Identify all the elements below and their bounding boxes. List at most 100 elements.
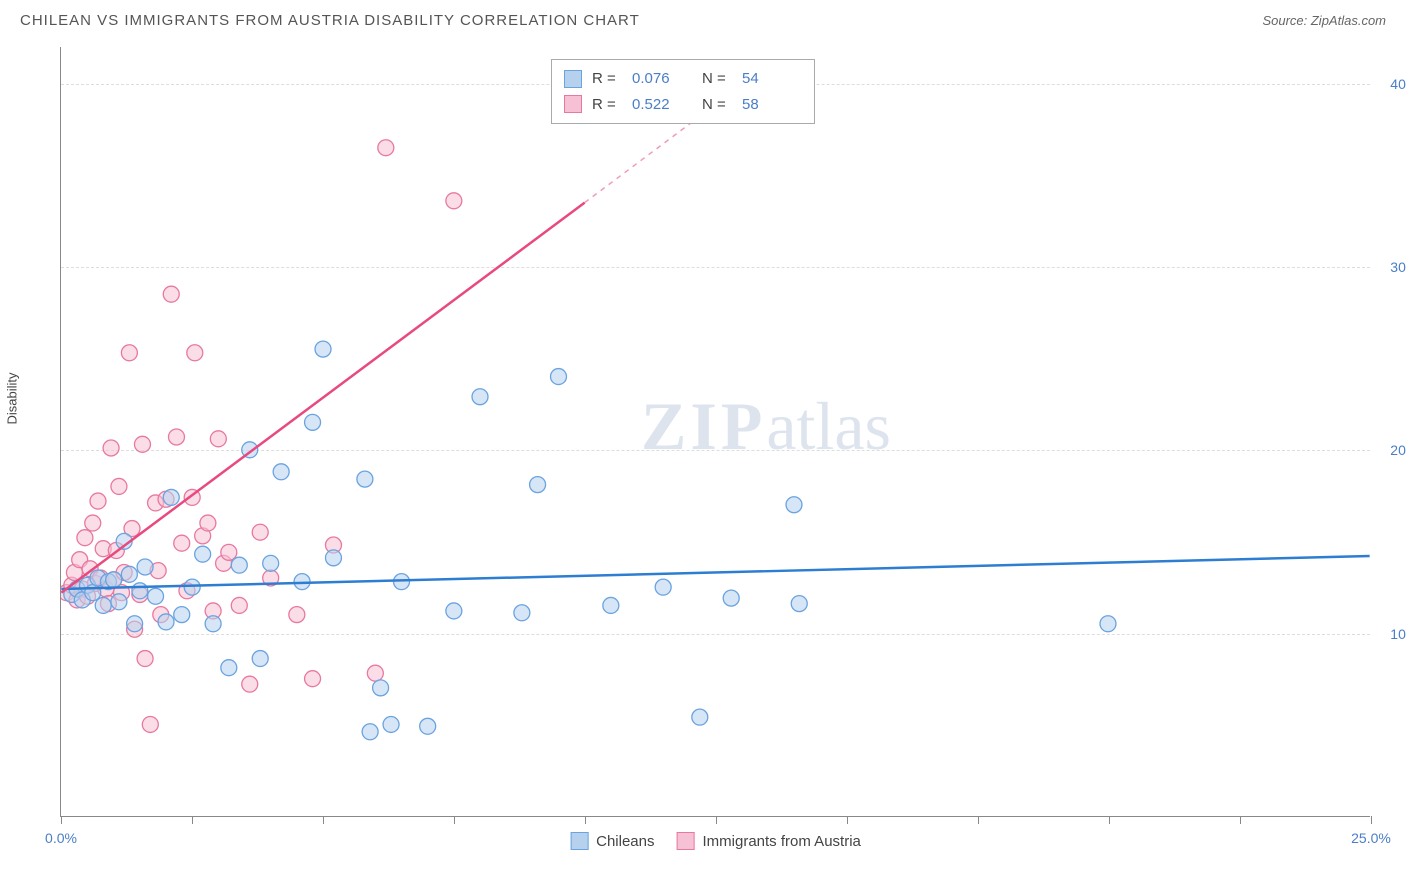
data-point [90,493,106,509]
x-tick [192,816,193,824]
data-point [446,603,462,619]
plot-svg [61,47,1370,816]
legend-item-chileans: Chileans [570,832,654,850]
legend-label: Chileans [596,833,654,850]
data-point [383,716,399,732]
x-tick [847,816,848,824]
legend-item-austria: Immigrants from Austria [677,832,861,850]
data-point [325,550,341,566]
swatch-chileans-icon [570,832,588,850]
data-point [111,478,127,494]
chart-container: Disability 10.0%20.0%30.0%40.0% 0.0%25.0… [18,37,1388,867]
x-tick [585,816,586,824]
data-point [655,579,671,595]
data-point [472,389,488,405]
data-point [514,605,530,621]
data-point [158,614,174,630]
data-point [195,546,211,562]
plot-area: 10.0%20.0%30.0%40.0% 0.0%25.0% ZIPatlas … [60,47,1370,817]
stats-row-chileans: R = 0.076 N = 54 [564,66,802,92]
data-point [273,464,289,480]
data-point [231,557,247,573]
x-tick-label: 25.0% [1351,830,1391,846]
x-tick [1371,816,1372,824]
x-tick [1240,816,1241,824]
data-point [205,616,221,632]
x-tick [323,816,324,824]
x-tick [61,816,62,824]
data-point [132,583,148,599]
x-tick-label: 0.0% [45,830,77,846]
x-tick [454,816,455,824]
data-point [723,590,739,606]
r-value: 0.076 [632,66,692,92]
data-point [106,572,122,588]
trend-line [61,556,1369,589]
y-tick-label: 20.0% [1390,442,1406,458]
data-point [85,515,101,531]
data-point [263,555,279,571]
data-point [137,559,153,575]
trend-line [61,203,584,593]
y-axis-label: Disability [5,372,20,424]
data-point [210,431,226,447]
source-attribution: Source: ZipAtlas.com [1262,13,1386,28]
r-value: 0.522 [632,92,692,118]
data-point [77,530,93,546]
x-tick [1109,816,1110,824]
data-point [603,597,619,613]
swatch-chileans-icon [564,70,582,88]
data-point [305,414,321,430]
data-point [163,489,179,505]
legend-label: Immigrants from Austria [703,833,861,850]
r-label: R = [592,92,622,118]
data-point [187,345,203,361]
stats-row-austria: R = 0.522 N = 58 [564,92,802,118]
data-point [95,597,111,613]
data-point [252,651,268,667]
data-point [1100,616,1116,632]
data-point [111,594,127,610]
n-value: 58 [742,92,802,118]
data-point [446,193,462,209]
bottom-legend: Chileans Immigrants from Austria [570,832,861,850]
data-point [163,286,179,302]
y-tick-label: 10.0% [1390,626,1406,642]
data-point [786,497,802,513]
data-point [373,680,389,696]
data-point [362,724,378,740]
data-point [127,616,143,632]
data-point [184,579,200,595]
x-tick [716,816,717,824]
data-point [200,515,216,531]
data-point [420,718,436,734]
data-point [168,429,184,445]
y-tick-label: 40.0% [1390,76,1406,92]
data-point [221,660,237,676]
data-point [103,440,119,456]
data-point [137,651,153,667]
n-value: 54 [742,66,802,92]
data-point [357,471,373,487]
data-point [791,596,807,612]
data-point [305,671,321,687]
data-point [174,535,190,551]
data-point [378,140,394,156]
data-point [692,709,708,725]
r-label: R = [592,66,622,92]
data-point [530,477,546,493]
data-point [252,524,268,540]
swatch-austria-icon [677,832,695,850]
data-point [142,716,158,732]
swatch-austria-icon [564,95,582,113]
data-point [174,607,190,623]
data-point [148,588,164,604]
data-point [551,369,567,385]
y-tick-label: 30.0% [1390,259,1406,275]
stats-legend-box: R = 0.076 N = 54 R = 0.522 N = 58 [551,59,815,124]
data-point [242,676,258,692]
data-point [289,607,305,623]
data-point [121,345,137,361]
x-tick [978,816,979,824]
data-point [367,665,383,681]
